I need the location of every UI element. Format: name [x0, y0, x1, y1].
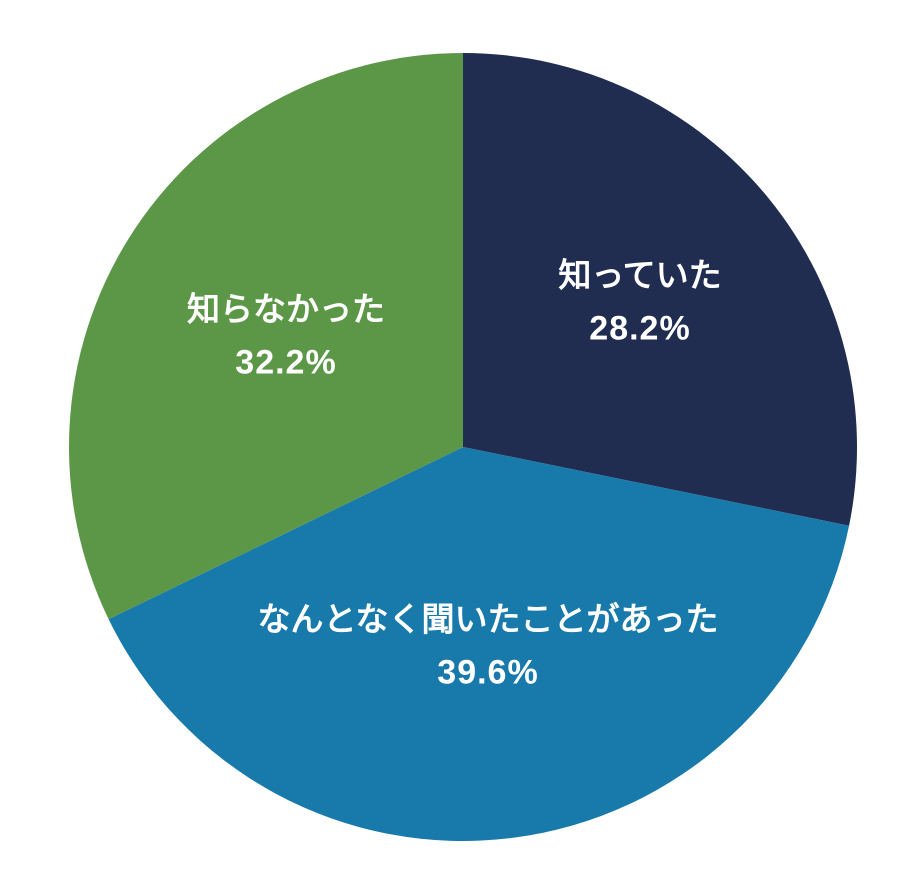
pie-slice-1: [108, 447, 850, 842]
pie-slice-2: [68, 53, 464, 620]
pie-slice-0: [463, 53, 857, 526]
